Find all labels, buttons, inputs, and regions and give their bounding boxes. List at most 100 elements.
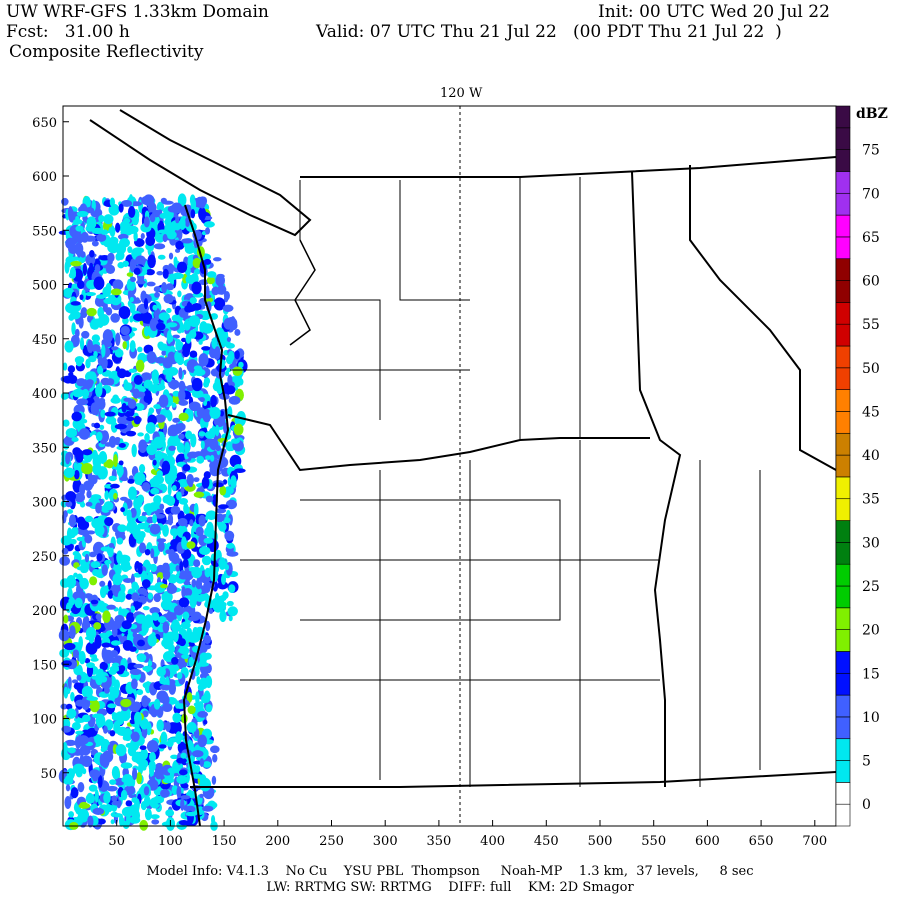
echo-cell — [195, 578, 203, 590]
echo-cell — [198, 534, 208, 547]
echo-cell — [178, 646, 190, 655]
echo-cell — [159, 212, 168, 219]
echo-cell — [226, 337, 232, 342]
colorbar-cell — [835, 149, 851, 172]
echo-cell — [176, 442, 185, 453]
model-title: UW WRF-GFS 1.33km Domain — [6, 2, 269, 22]
echo-cell — [226, 551, 239, 557]
echo-cell — [131, 731, 140, 742]
echo-cell — [199, 777, 212, 792]
echo-cell — [61, 660, 72, 668]
echo-cell — [201, 346, 211, 351]
echo-cell — [227, 374, 233, 386]
x-tick-label: 700 — [802, 834, 827, 849]
echo-cell — [149, 502, 159, 512]
echo-cell — [156, 538, 167, 543]
echo-cell — [192, 257, 202, 269]
echo-cell — [197, 701, 204, 712]
colorbar-label: 10 — [862, 710, 880, 726]
echo-cell — [140, 801, 147, 811]
wa-or-border — [227, 414, 650, 472]
echo-cell — [181, 337, 187, 343]
echo-cell — [70, 256, 81, 261]
echo-cell — [206, 271, 217, 278]
echo-cell — [210, 814, 216, 825]
echo-cell — [204, 227, 211, 235]
echo-cell — [238, 361, 244, 368]
echo-cell — [193, 491, 205, 498]
echo-cell — [94, 264, 101, 273]
echo-cell — [149, 563, 157, 573]
echo-cell — [186, 541, 196, 549]
echo-cell — [137, 432, 144, 437]
echo-cell — [112, 279, 124, 291]
echo-cell — [157, 540, 165, 552]
colorbar-cell — [835, 280, 851, 303]
echo-cell — [131, 443, 137, 458]
echo-cell — [86, 696, 99, 701]
echo-cell — [94, 524, 105, 537]
echo-cell — [91, 240, 99, 247]
echo-cell — [210, 313, 219, 320]
echo-cell — [188, 656, 194, 667]
x-tick-label: 650 — [749, 834, 774, 849]
echo-cell — [170, 507, 178, 514]
echo-cell — [195, 691, 200, 706]
echo-cell — [178, 626, 183, 632]
echo-cell — [219, 610, 227, 623]
colorbar-cell — [835, 214, 851, 238]
echo-cell — [143, 379, 153, 389]
echo-cell — [224, 530, 235, 542]
echo-cell — [69, 310, 81, 320]
x-tick-label: 200 — [265, 834, 290, 849]
echo-cell — [103, 501, 114, 511]
colorbar-cell — [835, 454, 851, 478]
echo-cell — [166, 230, 177, 240]
echo-cell — [107, 580, 112, 590]
echo-cell — [152, 304, 158, 311]
echo-cell — [144, 808, 152, 821]
echo-cell — [193, 477, 200, 483]
echo-cell — [131, 592, 140, 602]
echo-cell — [77, 735, 89, 745]
echo-cell — [107, 252, 115, 263]
echo-cell — [115, 222, 121, 233]
or-ca-border — [190, 771, 837, 788]
echo-cell — [99, 424, 105, 430]
echo-cell — [177, 290, 182, 298]
echo-cell — [179, 216, 186, 230]
echo-cell — [190, 208, 196, 219]
echo-cell — [103, 725, 108, 734]
echo-cell — [175, 731, 182, 745]
echo-cell — [173, 256, 178, 267]
echo-cell — [190, 198, 197, 211]
echo-cell — [141, 481, 151, 492]
echo-cell — [76, 210, 89, 218]
echo-cell — [101, 356, 108, 370]
echo-cell — [189, 297, 197, 304]
echo-cell — [182, 464, 191, 472]
colorbar-cell — [835, 607, 851, 630]
echo-cell — [189, 409, 194, 422]
echo-cell — [150, 814, 160, 820]
echo-cell — [104, 517, 114, 527]
echo-cell — [131, 678, 138, 690]
y-tick-label: 550 — [32, 224, 57, 239]
echo-cell — [84, 534, 93, 544]
echo-cell — [230, 475, 237, 489]
echo-cell — [86, 339, 94, 354]
echo-cell — [143, 297, 149, 310]
y-tick-label: 450 — [32, 333, 57, 348]
echo-cell — [154, 513, 166, 519]
echo-cell — [82, 714, 91, 723]
echo-cell — [152, 474, 165, 485]
echo-cell — [63, 642, 76, 651]
echo-cell — [122, 820, 130, 829]
echo-cell — [120, 698, 132, 708]
echo-cell — [199, 546, 211, 555]
echo-cell — [154, 768, 163, 780]
echo-cell — [176, 785, 182, 799]
echo-cell — [108, 435, 117, 448]
echo-cell — [190, 636, 197, 643]
echo-cell — [96, 365, 104, 375]
